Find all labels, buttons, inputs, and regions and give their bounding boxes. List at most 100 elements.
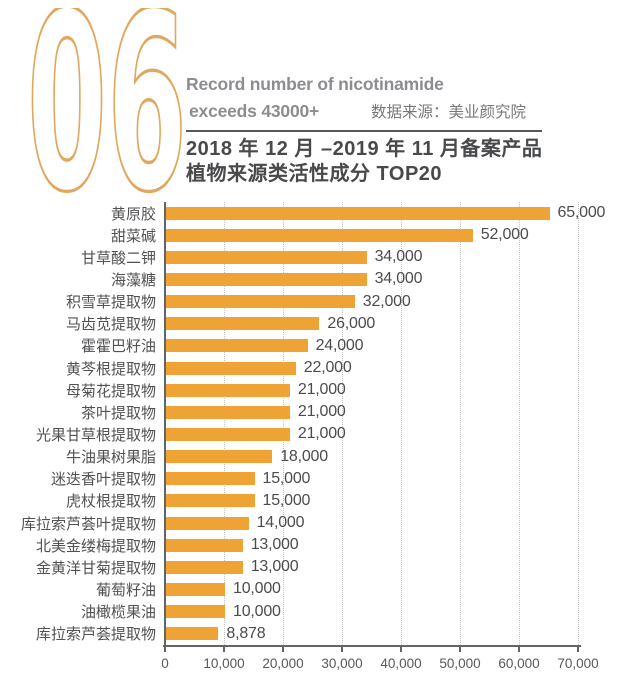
gridline [224, 202, 225, 645]
value-label: 24,000 [315, 336, 364, 354]
value-label: 10,000 [233, 580, 281, 598]
value-label: 15,000 [262, 469, 311, 487]
x-tick [459, 647, 461, 652]
bar [166, 383, 290, 397]
x-tick [223, 647, 225, 652]
gridline [401, 202, 402, 645]
chart-row: 马齿苋提取物 26,000 [0, 313, 640, 335]
value-label: 13,000 [250, 558, 299, 576]
x-tick [400, 647, 402, 652]
subtitle-line1: Record number of nicotinamide [186, 74, 444, 94]
gridline [578, 202, 579, 645]
bar [166, 427, 290, 441]
x-tick-label: 20,000 [262, 656, 304, 671]
bar [166, 250, 367, 264]
bar [166, 472, 255, 486]
chart-row: 黄芩根提取物 22,000 [0, 357, 640, 379]
x-tick-label: 30,000 [321, 656, 363, 671]
value-label: 21,000 [297, 381, 346, 399]
category-label: 北美金缕梅提取物 [35, 537, 156, 555]
chart-row: 虎杖根提取物 15,000 [0, 490, 640, 512]
x-tick [577, 647, 579, 652]
chart-row: 光果甘草根提取物 21,000 [0, 423, 640, 445]
bar [166, 494, 255, 508]
data-source-label: 数据来源：美业颜究院 [371, 104, 527, 121]
header: Record number of nicotinamide exceeds 43… [186, 72, 606, 187]
chart-row: 黄原胶 65,000 [0, 202, 640, 224]
x-tick-label: 10,000 [203, 656, 245, 671]
gridline [283, 202, 284, 645]
category-label: 葡萄籽油 [95, 581, 156, 599]
value-label: 32,000 [362, 292, 411, 310]
grid-layer [0, 202, 640, 645]
y-axis-line [164, 202, 166, 645]
bar [166, 272, 367, 286]
bar [166, 206, 550, 220]
category-label: 迷迭香叶提取物 [50, 471, 156, 489]
category-label: 光果甘草根提取物 [35, 426, 156, 444]
value-label: 52,000 [480, 226, 529, 244]
chart-row: 葡萄籽油 10,000 [0, 578, 640, 600]
bar [166, 516, 249, 530]
value-label: 65,000 [557, 204, 606, 222]
x-tick-label: 50,000 [439, 656, 481, 671]
category-label: 黄芩根提取物 [65, 360, 156, 378]
value-label: 22,000 [303, 359, 352, 377]
x-tick-label: 60,000 [498, 656, 540, 671]
category-label: 牛油果树果脂 [65, 449, 156, 467]
category-label: 海藻糖 [110, 271, 156, 289]
chart-row: 北美金缕梅提取物 13,000 [0, 534, 640, 556]
chart-row: 甜菜碱 52,000 [0, 224, 640, 246]
category-label: 库拉索芦荟提取物 [35, 626, 156, 644]
chart-row: 母菊花提取物 21,000 [0, 379, 640, 401]
bar [166, 361, 296, 375]
section-number: 06 [26, 8, 186, 200]
chart-row: 金黄洋甘菊提取物 13,000 [0, 556, 640, 578]
bar [166, 295, 355, 309]
value-label: 21,000 [297, 403, 346, 421]
x-tick [282, 647, 284, 652]
chart-title-line2: 植物来源类活性成分 TOP20 [186, 163, 443, 185]
title-divider [186, 130, 542, 132]
x-tick [164, 647, 166, 652]
chart-row: 油橄榄果油 10,000 [0, 601, 640, 623]
category-label: 积雪草提取物 [65, 294, 156, 312]
bar [166, 317, 320, 331]
bar [166, 560, 243, 574]
bar [166, 627, 219, 641]
bar [166, 405, 290, 419]
category-label: 金黄洋甘菊提取物 [35, 559, 156, 577]
subtitle-row: exceeds 43000+ 数据来源：美业颜究院 [186, 100, 606, 122]
x-tick-label: 70,000 [557, 656, 599, 671]
category-label: 马齿苋提取物 [65, 316, 156, 334]
chart-row: 牛油果树果脂 18,000 [0, 446, 640, 468]
category-label: 甘草酸二钾 [80, 249, 156, 267]
chart-row: 霍霍巴籽油 24,000 [0, 335, 640, 357]
value-label: 18,000 [280, 447, 328, 465]
category-label: 黄原胶 [110, 205, 156, 223]
chart-row: 迷迭香叶提取物 15,000 [0, 468, 640, 490]
chart-row: 库拉索芦荟提取物 8,878 [0, 623, 640, 645]
subtitle-line2: exceeds 43000+ [189, 101, 320, 121]
bar [166, 605, 225, 619]
category-label: 茶叶提取物 [80, 404, 156, 422]
value-label: 13,000 [250, 536, 299, 554]
value-label: 14,000 [256, 514, 305, 532]
category-label: 母菊花提取物 [65, 382, 156, 400]
category-label: 霍霍巴籽油 [80, 338, 156, 356]
bar [166, 582, 225, 596]
bar [166, 339, 308, 353]
section-number-text: 06 [27, 8, 186, 200]
x-tick [341, 647, 343, 652]
gridline [460, 202, 461, 645]
bar [166, 450, 273, 464]
gridline [519, 202, 520, 645]
value-label: 21,000 [297, 425, 346, 443]
chart-title-line1: 2018 年 12 月 –2019 年 11 月备案产品 [186, 138, 543, 160]
chart-row: 积雪草提取物 32,000 [0, 291, 640, 313]
value-label: 26,000 [327, 314, 376, 332]
category-label: 甜菜碱 [110, 227, 156, 245]
value-label: 15,000 [262, 491, 311, 509]
chart-row: 茶叶提取物 21,000 [0, 401, 640, 423]
